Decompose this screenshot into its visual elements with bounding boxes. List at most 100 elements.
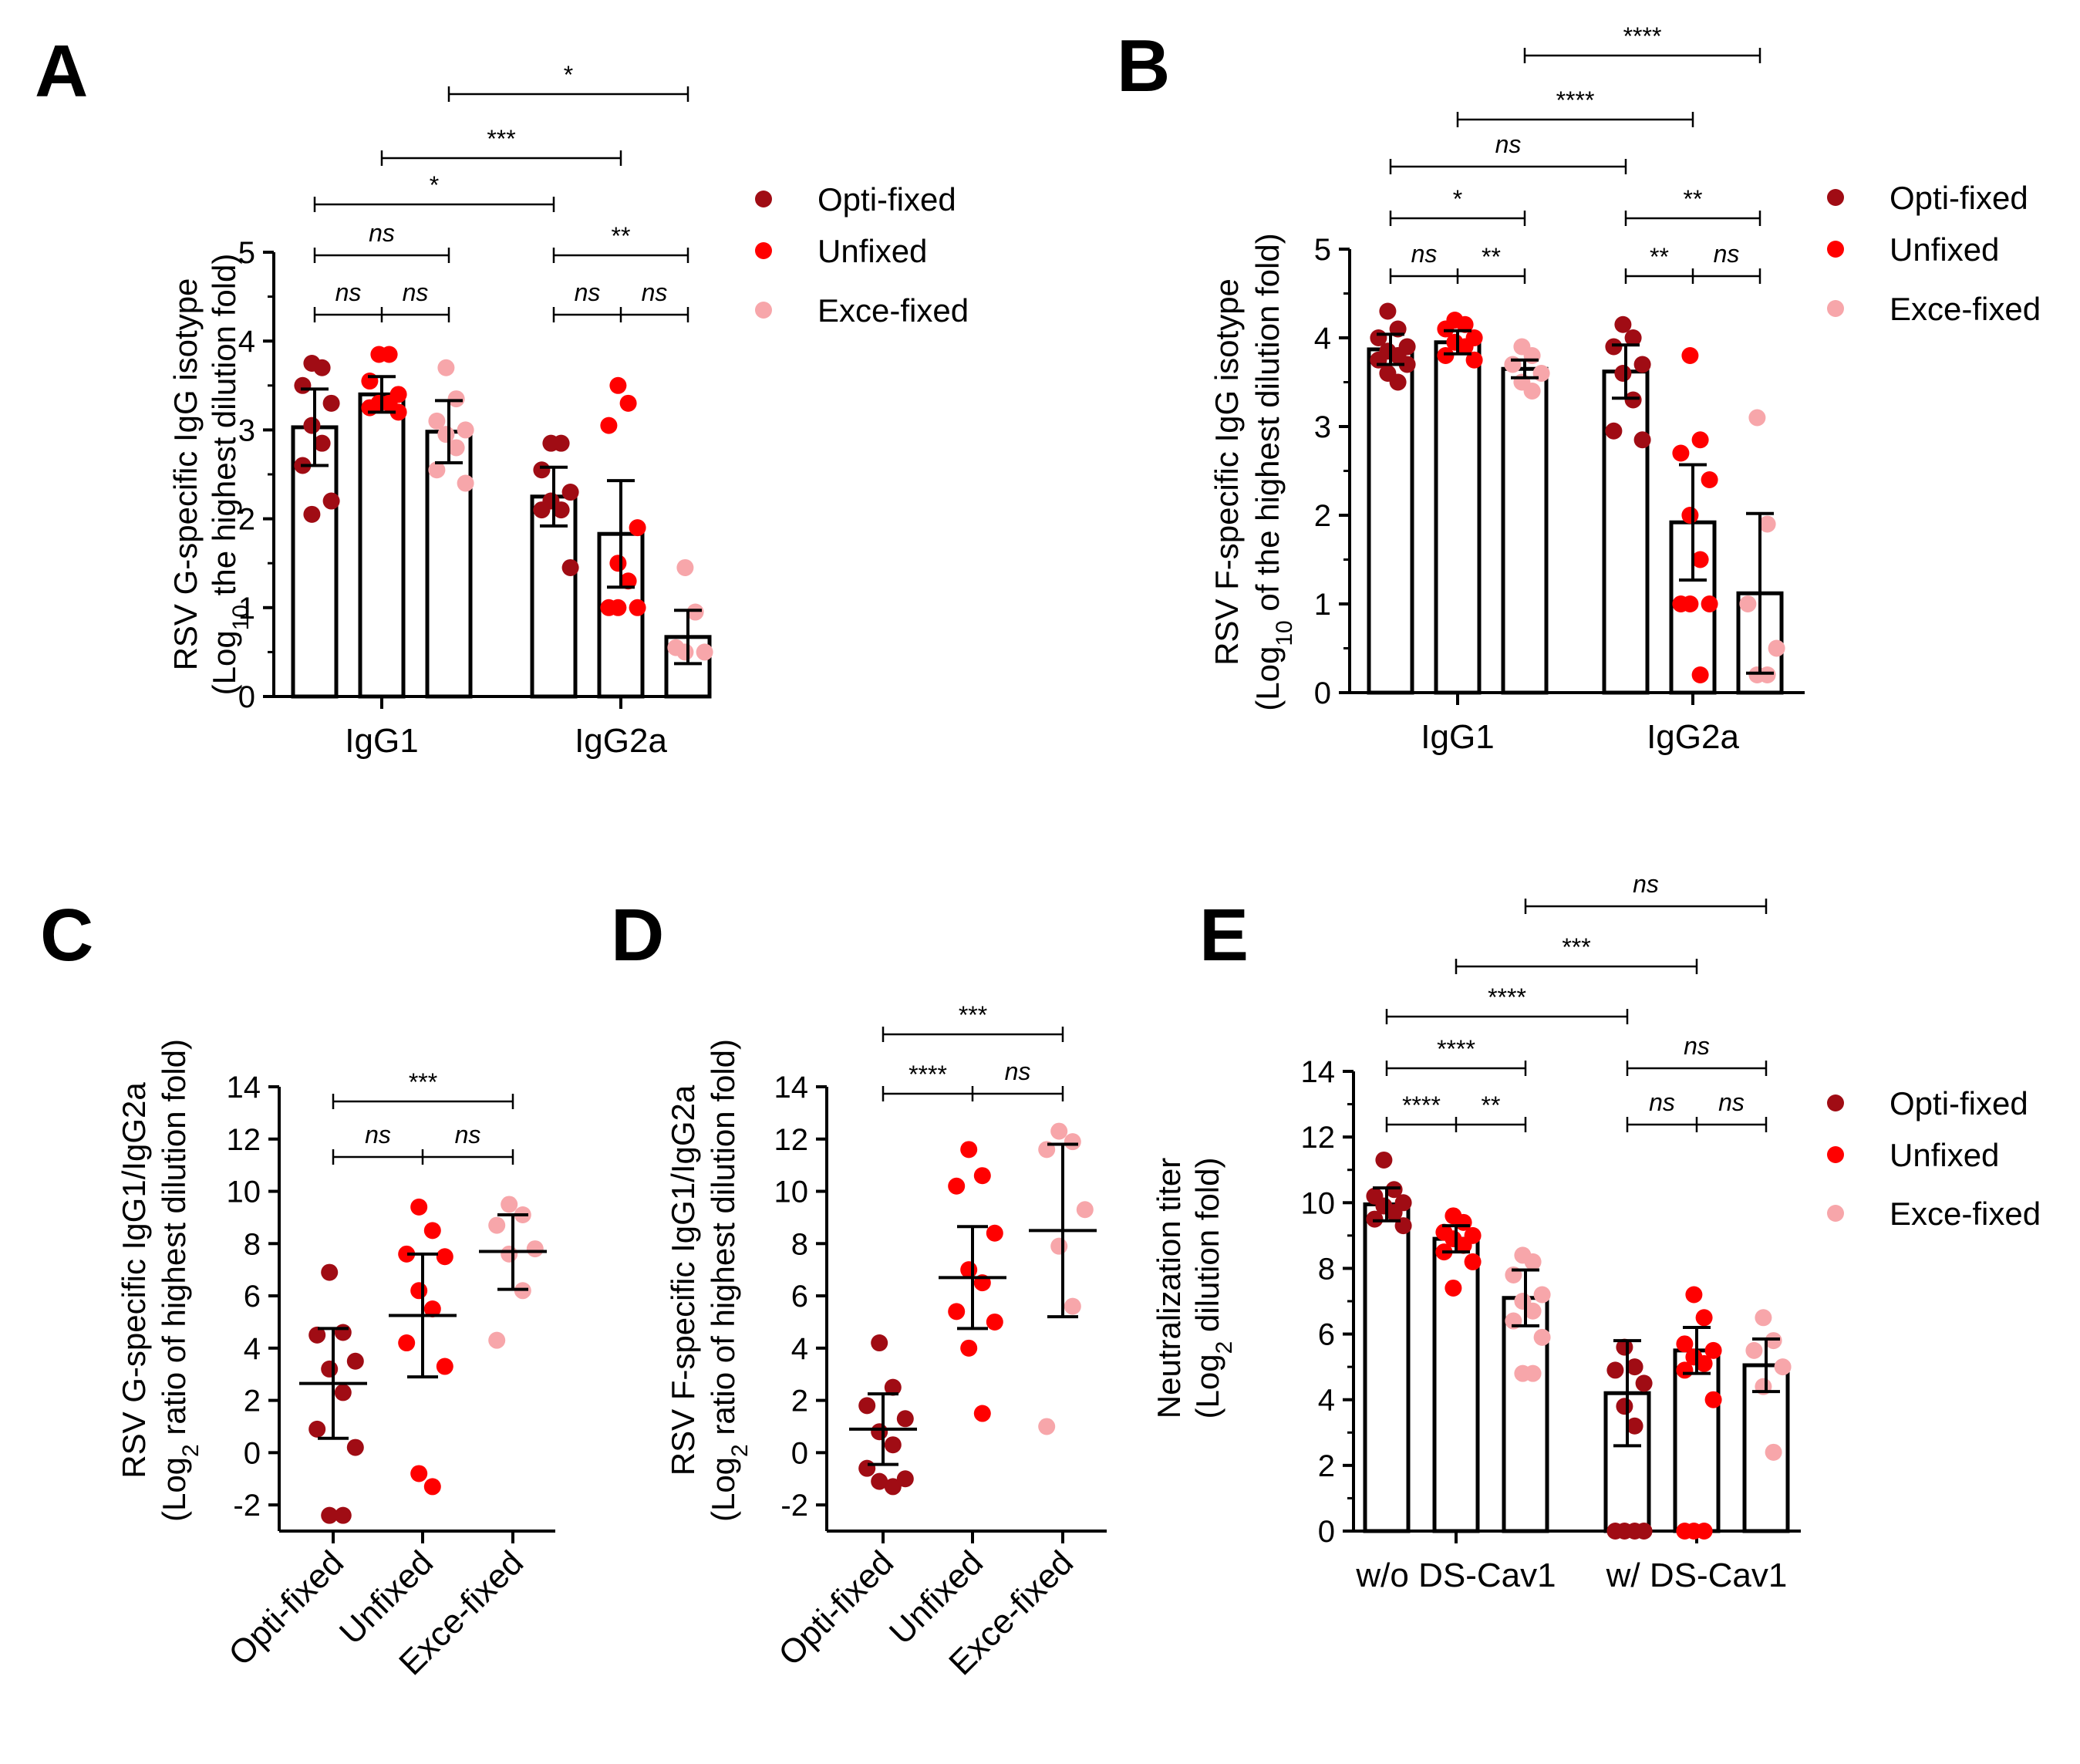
significance-label: ns xyxy=(1411,240,1438,268)
y-tick-label: 14 xyxy=(1301,1055,1336,1089)
x-tick-label: w/o DS-Cav1 xyxy=(1355,1557,1556,1594)
data-point xyxy=(600,417,618,434)
y-tick-label: 0 xyxy=(244,1436,261,1470)
data-point xyxy=(1768,639,1785,657)
significance-label: **** xyxy=(1402,1091,1441,1119)
panel-a: A 0 1 2 3 4 5 RSV G-specific IgG isotype (Log10 … xyxy=(35,30,969,760)
significance-label: **** xyxy=(1623,22,1662,50)
data-point xyxy=(1064,1297,1081,1315)
legend-label: Exce-fixed xyxy=(1890,1196,2041,1232)
y-label-subscript: 2 xyxy=(727,1444,753,1457)
bar xyxy=(1367,347,1414,695)
data-point xyxy=(1375,1151,1393,1169)
y-tick-label: 3 xyxy=(238,413,255,447)
data-point xyxy=(1748,409,1766,427)
panel-c: C -2 0 2 4 6 8 10 12 14 RSV G-specific IgG1/IgG2a(… xyxy=(40,894,555,1682)
data-point xyxy=(334,1506,352,1524)
data-point xyxy=(436,1248,453,1266)
data-point xyxy=(960,1261,978,1279)
y-tick-label: 4 xyxy=(791,1332,808,1366)
significance-label: ns xyxy=(1633,870,1659,898)
panel-label: D xyxy=(611,894,664,976)
data-point xyxy=(609,376,627,394)
data-point xyxy=(858,1397,876,1415)
data-point xyxy=(948,1177,966,1195)
data-point xyxy=(457,421,474,439)
data-point xyxy=(303,505,321,523)
y-label-part: (Log xyxy=(156,1457,192,1522)
data-point xyxy=(1704,1341,1722,1359)
bar xyxy=(1434,340,1482,695)
y-tick-label: 10 xyxy=(774,1175,809,1209)
y-tick-label: 8 xyxy=(1318,1252,1335,1286)
significance-label: * xyxy=(564,61,573,89)
y-axis-label: RSV F-specific IgG1/IgG2a xyxy=(665,1084,701,1476)
panel-label: C xyxy=(40,894,93,976)
data-point xyxy=(436,1358,453,1375)
panel-d: D -2 0 2 4 6 8 10 12 14 RSV F-specific IgG1/IgG2a(… xyxy=(611,894,1107,1682)
y-tick-label: 1 xyxy=(238,592,255,626)
data-point xyxy=(1691,551,1709,568)
y-tick-label: 3 xyxy=(1314,410,1331,444)
significance-label: ns xyxy=(1714,240,1740,268)
data-point xyxy=(1050,1122,1068,1140)
data-point xyxy=(501,1196,518,1213)
significance-label: ns xyxy=(1649,1088,1675,1116)
data-point xyxy=(871,1334,888,1352)
significance-label: ns xyxy=(369,219,395,247)
data-point xyxy=(676,558,694,576)
significance-label: *** xyxy=(409,1068,437,1096)
data-point xyxy=(1691,431,1709,449)
legend-marker xyxy=(1827,1205,1844,1222)
y-tick-label: 6 xyxy=(244,1280,261,1314)
y-tick-label: 6 xyxy=(791,1280,808,1314)
significance-label: *** xyxy=(1562,933,1590,961)
data-point xyxy=(322,394,340,412)
data-point xyxy=(1758,515,1776,533)
significance-label: **** xyxy=(1488,983,1526,1011)
data-point xyxy=(346,1439,364,1456)
data-point xyxy=(294,376,312,394)
y-tick-label: 0 xyxy=(238,680,255,714)
data-point xyxy=(1606,1361,1624,1379)
data-point xyxy=(457,474,474,492)
legend-marker xyxy=(1827,189,1844,206)
y-tick-label: 4 xyxy=(244,1332,261,1366)
bar xyxy=(358,392,406,699)
data-point xyxy=(1437,320,1455,338)
y-axis-label: RSV G-specific IgG1/IgG2a xyxy=(116,1082,152,1479)
data-point xyxy=(1681,347,1699,364)
data-point xyxy=(1695,1309,1713,1327)
data-point xyxy=(533,461,551,479)
significance-label: ns xyxy=(575,278,601,306)
data-point xyxy=(1681,507,1699,524)
data-point xyxy=(380,346,398,363)
x-tick-label: IgG2a xyxy=(575,722,667,760)
data-point xyxy=(1533,1286,1551,1304)
data-point xyxy=(1765,1443,1782,1461)
y-tick-label: 10 xyxy=(1301,1186,1336,1220)
y-tick-label: 10 xyxy=(227,1175,261,1209)
data-point xyxy=(437,359,455,376)
data-point xyxy=(1366,1210,1384,1228)
data-point xyxy=(1605,422,1623,440)
x-tick-label: IgG2a xyxy=(1647,718,1739,756)
significance-label: ** xyxy=(1684,185,1703,213)
y-label-part: the highest dilution fold) xyxy=(206,254,242,605)
data-point xyxy=(423,1300,441,1317)
data-point xyxy=(1437,347,1455,364)
y-tick-label: 5 xyxy=(238,236,255,270)
data-point xyxy=(1523,383,1541,400)
data-point xyxy=(1456,315,1474,333)
significance-label: ns xyxy=(1684,1032,1710,1060)
data-point xyxy=(398,1334,416,1352)
y-tick-label: 12 xyxy=(227,1123,261,1157)
data-point xyxy=(858,1459,876,1477)
y-label-part: ratio of highest dilution fold) xyxy=(156,1039,192,1444)
y-tick-label: 6 xyxy=(1318,1318,1335,1352)
data-point xyxy=(1755,1309,1772,1327)
data-point xyxy=(871,1472,888,1490)
significance-label: ** xyxy=(1650,243,1669,271)
legend-label: Opti-fixed xyxy=(818,181,956,218)
significance-label: * xyxy=(1453,185,1462,213)
